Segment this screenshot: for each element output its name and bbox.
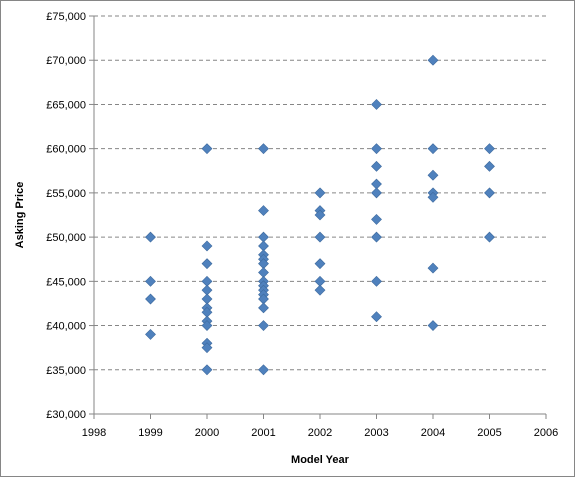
data-point (427, 320, 439, 331)
data-point (258, 302, 269, 314)
x-tick-label: 2006 (534, 427, 558, 439)
data-point (427, 191, 439, 203)
x-tick-label: 2005 (477, 427, 501, 439)
x-tick-label: 2001 (251, 427, 275, 439)
y-tick-label: £40,000 (46, 321, 86, 333)
data-point (371, 143, 382, 155)
data-point (201, 320, 213, 331)
data-point (371, 231, 382, 243)
x-tick-label: 1999 (138, 427, 162, 439)
data-point (371, 187, 382, 199)
data-point (314, 258, 326, 270)
data-point (371, 99, 382, 110)
y-tick-labels: £30,000 £35,000 £40,000 £45,000 £50,000 £55,0… (46, 11, 86, 421)
y-tick-label: £35,000 (46, 365, 86, 377)
data-point (258, 205, 269, 217)
data-point (201, 143, 213, 155)
data-point (427, 54, 439, 66)
x-tick-label: 1998 (82, 427, 106, 439)
data-point (145, 328, 156, 340)
data-point (484, 160, 495, 172)
y-tick-label: £60,000 (46, 144, 86, 156)
x-tick-label: 2000 (195, 427, 219, 439)
x-axis-title: Model Year (291, 454, 350, 466)
data-point (371, 311, 382, 323)
y-tick-label: £70,000 (46, 55, 86, 67)
y-tick-label: £55,000 (46, 188, 86, 200)
y-tick-label: £50,000 (46, 232, 86, 244)
data-point (258, 364, 269, 376)
y-tick-label: £75,000 (46, 11, 86, 23)
data-point (314, 284, 326, 296)
data-point (201, 240, 213, 252)
x-tick-label: 2002 (308, 427, 332, 439)
axes (89, 15, 547, 419)
data-point (314, 187, 326, 199)
data-point (427, 169, 439, 181)
y-tick-label: £30,000 (46, 409, 86, 421)
data-point (427, 143, 439, 155)
data-point (145, 231, 156, 243)
data-point (427, 262, 439, 274)
data-point (371, 160, 382, 172)
data-point (371, 275, 382, 287)
data-point (145, 275, 156, 287)
data-point (371, 213, 382, 225)
data-point (258, 143, 269, 155)
data-point (314, 231, 326, 243)
y-axis-title: Asking Price (14, 182, 26, 249)
y-tick-label: £65,000 (46, 99, 86, 111)
data-point (484, 231, 495, 243)
data-point (201, 342, 213, 354)
data-point (484, 143, 495, 155)
x-tick-labels: 1998 1999 2000 2001 2002 2003 2004 2005 2006 (82, 427, 558, 439)
data-point (145, 293, 156, 305)
data-point (314, 209, 326, 221)
y-tick-label: £45,000 (46, 276, 86, 288)
x-tick-label: 2004 (421, 427, 445, 439)
data-point (484, 187, 495, 199)
x-tick-label: 2003 (364, 427, 388, 439)
data-point (201, 364, 213, 376)
data-point (258, 320, 269, 331)
data-point (201, 258, 213, 270)
data-points (145, 54, 495, 376)
